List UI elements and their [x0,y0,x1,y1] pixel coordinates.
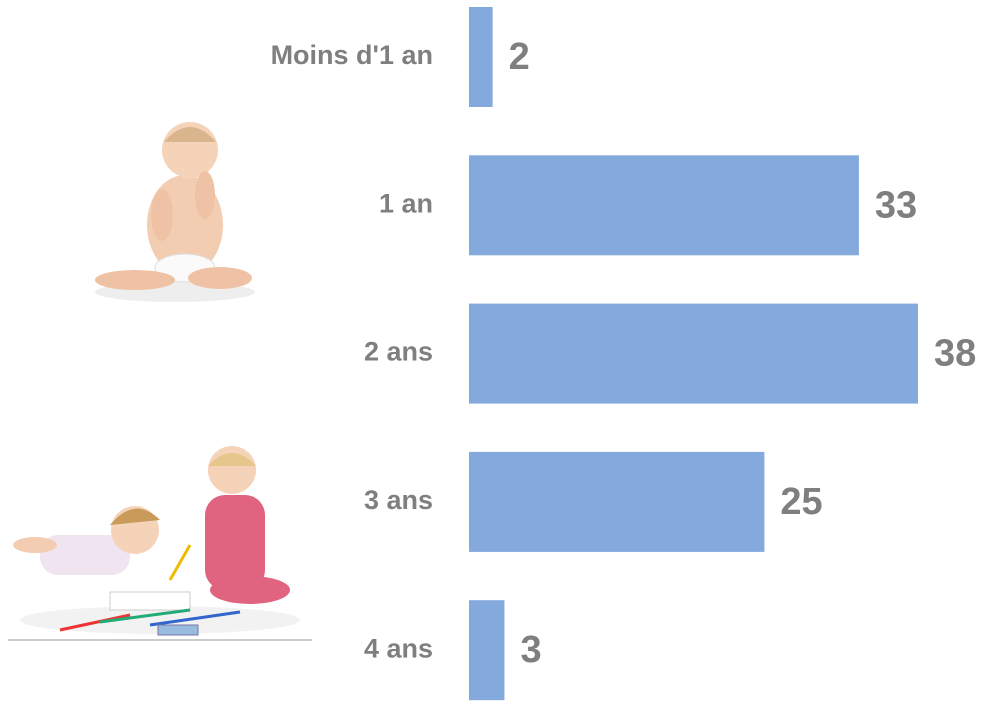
bar [469,452,764,552]
category-label: 1 an [379,188,433,218]
bar [469,600,504,700]
category-label: Moins d'1 an [271,40,433,70]
children-illustration [8,446,312,640]
value-label: 33 [875,184,917,226]
category-label: 2 ans [364,337,433,367]
bar [469,304,918,404]
baby-illustration [95,122,255,302]
bar [469,155,859,255]
value-label: 38 [934,333,976,375]
value-label: 25 [780,481,822,523]
chart: Moins d'1 an 2 1 an 33 2 ans 38 3 ans 25 4 ans 3 [0,0,989,704]
bar [469,7,493,107]
value-label: 3 [520,629,541,671]
value-label: 2 [509,36,530,78]
category-label: 3 ans [364,485,433,515]
category-label: 4 ans [364,633,433,663]
